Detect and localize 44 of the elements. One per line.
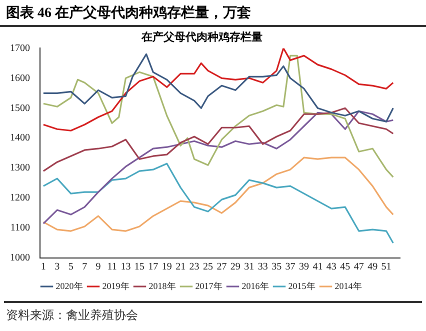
- y-tick-label: 1300: [10, 162, 30, 174]
- x-tick-label: 13: [120, 262, 131, 273]
- chart-subtitle: 在产父母代肉种鸡存栏量: [140, 30, 262, 44]
- x-tick-label: 17: [148, 262, 158, 273]
- x-tick-label: 15: [134, 262, 144, 273]
- y-tick-label: 1000: [10, 252, 30, 264]
- x-tick-label: 43: [326, 262, 336, 273]
- y-tick-label: 1500: [10, 102, 30, 114]
- y-tick-label: 1100: [10, 222, 30, 234]
- chart-title: 图表 46 在产父母代肉种鸡存栏量，万套: [0, 0, 426, 27]
- x-tick-label: 51: [381, 262, 392, 273]
- x-tick-label: 3: [54, 262, 60, 273]
- x-tick-label: 49: [368, 262, 378, 273]
- y-tick-label: 1600: [10, 72, 30, 84]
- legend-label: 2016年: [242, 280, 269, 291]
- x-tick-label: 23: [189, 262, 200, 273]
- x-tick-label: 27: [216, 262, 227, 273]
- legend-label: 2018年: [148, 280, 176, 291]
- x-tick-label: 33: [258, 262, 268, 273]
- text: 资料来源：禽业养殖协会: [4, 301, 422, 328]
- x-tick-label: 7: [82, 262, 88, 273]
- x-tick-label: 19: [162, 262, 172, 273]
- x-tick-label: 39: [299, 262, 309, 273]
- x-tick-label: 9: [96, 262, 101, 273]
- x-tick-label: 1: [40, 262, 46, 273]
- y-tick-label: 1700: [10, 42, 30, 54]
- legend-label: 2014年: [334, 280, 362, 291]
- x-tick-label: 11: [107, 262, 117, 273]
- y-tick-label: 1400: [10, 132, 30, 144]
- legend-label: 2019年: [102, 280, 130, 291]
- legend-label: 2017年: [195, 280, 222, 291]
- x-tick-label: 25: [203, 262, 213, 273]
- y-tick-label: 1200: [10, 192, 30, 204]
- legend-label: 2020年: [56, 280, 83, 291]
- x-tick-label: 41: [312, 262, 323, 273]
- x-tick-label: 35: [272, 262, 282, 273]
- x-tick-label: 31: [244, 262, 254, 273]
- x-tick-label: 5: [68, 262, 74, 273]
- x-tick-label: 21: [176, 262, 186, 273]
- x-tick-label: 29: [230, 262, 240, 273]
- x-tick-label: 47: [354, 262, 364, 273]
- x-tick-label: 37: [285, 262, 296, 273]
- x-tick-label: 45: [340, 262, 350, 273]
- legend-label: 2015年: [288, 280, 316, 291]
